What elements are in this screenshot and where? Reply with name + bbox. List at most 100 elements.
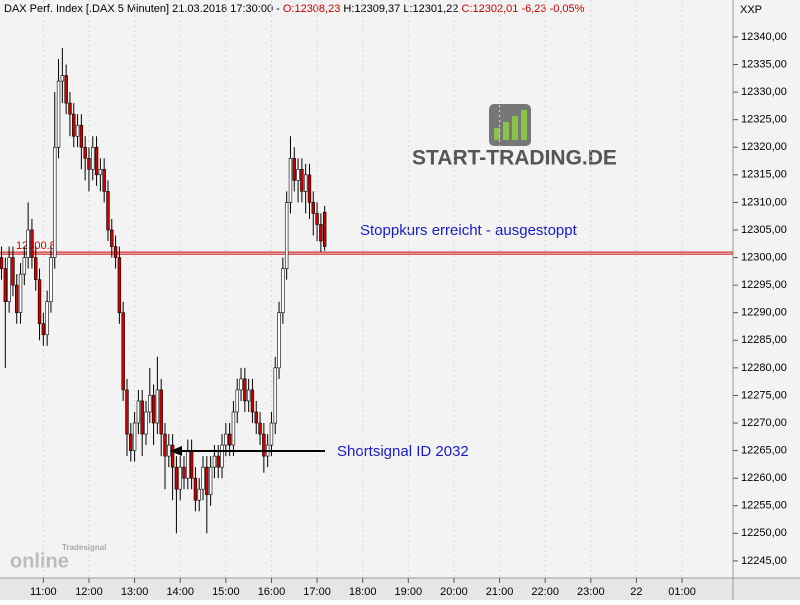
candle-body — [258, 422, 262, 435]
x-tick-label: 23:00 — [577, 586, 605, 598]
x-tick-label: 19:00 — [395, 586, 423, 598]
candle-body — [60, 75, 65, 82]
candle-body — [178, 466, 182, 490]
y-tick-label: 12260,00 — [741, 472, 787, 484]
candle-body — [246, 389, 251, 402]
y-tick-label: 12330,00 — [741, 86, 787, 98]
candle-body — [113, 246, 118, 258]
candle-body — [277, 312, 281, 369]
candle-body — [98, 169, 103, 176]
candle-body — [26, 229, 30, 258]
logo-icon — [521, 110, 527, 140]
candle-body — [18, 273, 23, 314]
candle-body — [288, 157, 293, 203]
candle-body — [262, 433, 266, 457]
candle-body — [136, 400, 141, 424]
candle-body — [34, 257, 38, 280]
candle-body — [205, 466, 209, 496]
candle-body — [75, 124, 80, 137]
candle-body — [72, 113, 76, 137]
x-tick-label: 21:00 — [486, 586, 514, 598]
candle-body — [224, 433, 228, 446]
candle-body — [292, 157, 296, 181]
candle-body — [7, 257, 11, 302]
x-tick-label: 01:00 — [668, 586, 696, 598]
header-low: L:12301,22 — [403, 3, 458, 15]
x-tick-label: 15:00 — [212, 586, 240, 598]
y-tick-label: 12315,00 — [741, 169, 787, 181]
candle-body — [45, 301, 49, 336]
axis-label: XXP — [740, 4, 762, 16]
candle-body — [193, 477, 198, 501]
candle-body — [117, 257, 122, 314]
candle-body — [273, 367, 277, 424]
candle-body — [296, 169, 300, 181]
candle-body — [239, 378, 243, 391]
y-tick-label: 12295,00 — [741, 279, 787, 291]
candle-body — [220, 444, 224, 468]
candle-body — [79, 124, 84, 148]
y-tick-label: 12305,00 — [741, 224, 787, 236]
candle-body — [235, 389, 239, 413]
header-high: H:12309,37 — [343, 3, 400, 15]
annotation: Stoppkurs erreicht - ausgestoppt — [360, 222, 578, 239]
candle-body — [56, 80, 61, 148]
candle-body — [269, 422, 274, 446]
logo-icon — [494, 128, 500, 140]
annotation: Shortsignal ID 2032 — [337, 443, 469, 460]
candle-body — [319, 224, 323, 242]
x-tick-label: 20:00 — [440, 586, 468, 598]
candle-body — [186, 450, 190, 479]
candle-body — [0, 257, 4, 269]
header-change: -6,23 — [521, 3, 546, 15]
candle-body — [22, 257, 27, 275]
candle-body — [110, 229, 114, 247]
y-tick-label: 12340,00 — [741, 31, 787, 43]
y-tick-label: 12265,00 — [741, 445, 787, 457]
y-tick-label: 12300,00 — [741, 251, 787, 263]
candle-body — [30, 229, 34, 258]
candle-body — [155, 389, 160, 424]
candle-body — [201, 466, 205, 490]
candle-body — [303, 174, 308, 192]
candle-body — [212, 455, 217, 468]
candle-body — [254, 411, 258, 424]
header-open: O:12308,23 — [283, 3, 341, 15]
logo-icon — [512, 116, 518, 140]
y-tick-label: 12335,00 — [741, 58, 787, 70]
x-axis-area — [0, 578, 800, 600]
candle-body — [3, 268, 8, 302]
y-tick-label: 12255,00 — [741, 500, 787, 512]
header-close: C:12302,01 — [461, 3, 518, 15]
header: DAX Perf. Index [.DAX 5 Minuten] 21.03.2… — [4, 3, 585, 15]
candle-body — [311, 202, 315, 214]
candle-body — [68, 102, 72, 115]
header-instrument: DAX Perf. Index [.DAX 5 Minuten] 21.03.2… — [4, 3, 280, 15]
candle-body — [83, 146, 87, 159]
candle-body — [243, 378, 247, 402]
candle-body — [284, 202, 289, 269]
y-tick-label: 12250,00 — [741, 527, 787, 539]
candle-body — [281, 268, 285, 314]
y-tick-label: 12290,00 — [741, 307, 787, 319]
y-tick-label: 12275,00 — [741, 389, 787, 401]
candle-body — [189, 450, 194, 479]
x-tick-label: 13:00 — [121, 586, 149, 598]
candle-body — [170, 444, 175, 468]
candle-body — [307, 174, 312, 203]
x-tick-label: 22:00 — [531, 586, 559, 598]
candle-body — [208, 466, 213, 496]
candle-body — [250, 389, 255, 413]
candle-body — [197, 488, 201, 501]
x-tick-label: 18:00 — [349, 586, 377, 598]
candle-body — [37, 279, 42, 325]
x-tick-label: 12:00 — [75, 586, 103, 598]
candle-body — [182, 466, 186, 479]
candle-body — [41, 323, 46, 336]
x-tick-label: 11:00 — [30, 586, 57, 598]
candle-body — [94, 146, 99, 176]
candle-body — [216, 455, 220, 468]
